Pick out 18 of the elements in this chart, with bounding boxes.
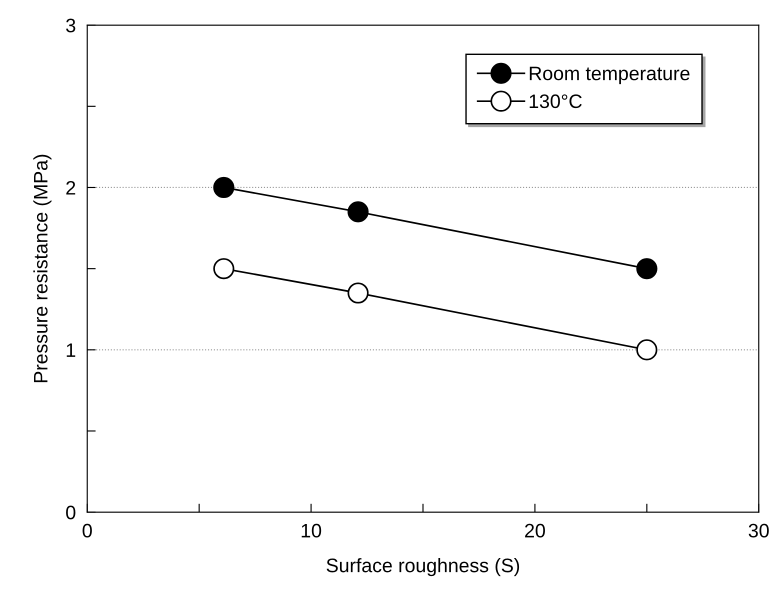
- legend-label: 130°C: [530, 94, 582, 108]
- x-tick-label: 20: [525, 524, 545, 538]
- y-tick-label: 1: [66, 343, 76, 357]
- point: [348, 282, 369, 304]
- point: [348, 201, 369, 222]
- point: [636, 339, 658, 360]
- y-tick-label: 3: [66, 18, 76, 32]
- x-axis-title: Surface roughness (S): [326, 558, 520, 576]
- y-axis-title: Pressure resistance (MPa): [33, 154, 52, 382]
- y-tick-label: 2: [66, 180, 76, 195]
- legend-label: Room temperature: [530, 66, 690, 84]
- x-tick-label: 0: [82, 524, 92, 538]
- point: [213, 176, 234, 198]
- x-tick-label: 10: [302, 524, 322, 538]
- y-tick-label: 0: [66, 506, 76, 520]
- point: [213, 258, 234, 280]
- point: [636, 258, 658, 280]
- x-tick-label: 30: [748, 524, 769, 538]
